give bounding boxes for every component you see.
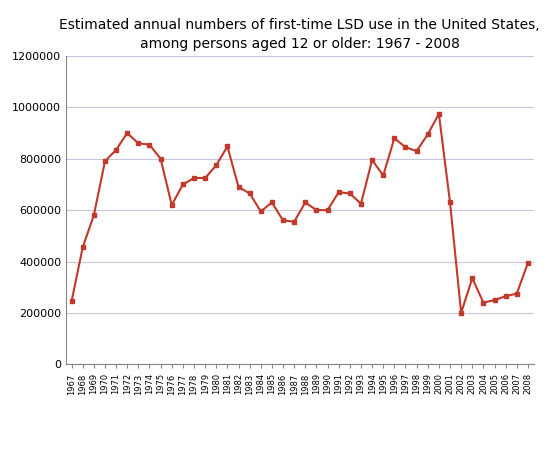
Title: Estimated annual numbers of first-time LSD use in the United States,
among perso: Estimated annual numbers of first-time L… bbox=[59, 18, 540, 51]
